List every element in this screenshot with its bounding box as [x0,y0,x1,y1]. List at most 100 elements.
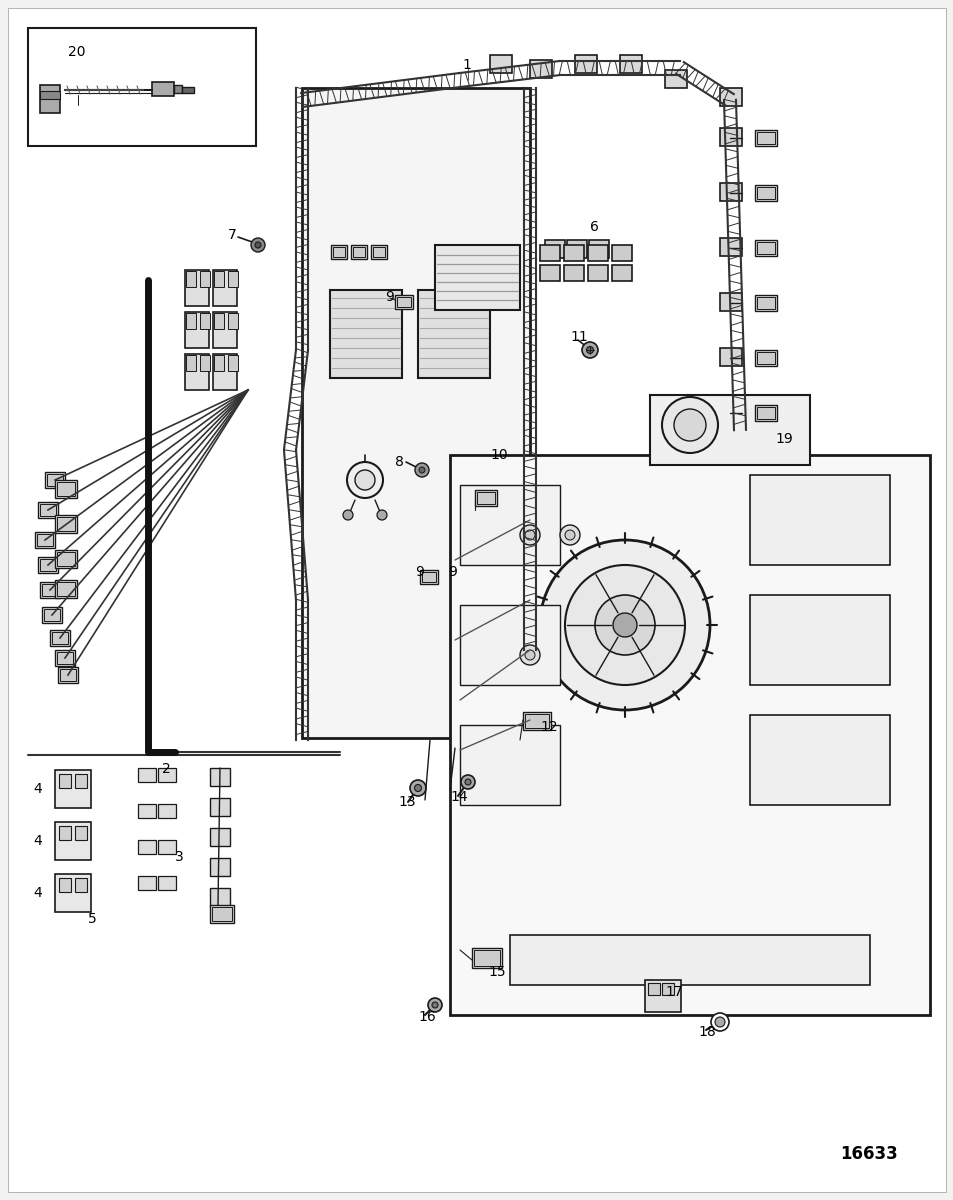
Circle shape [559,526,579,545]
Bar [353,247,365,257]
Bar [55,580,77,598]
Bar [588,240,608,258]
Bar [497,458,520,470]
Bar [649,395,809,464]
Bar [490,55,512,73]
Bar [158,804,175,818]
Bar [40,582,60,598]
Bar [60,670,76,680]
Circle shape [673,409,705,440]
Text: 20: 20 [68,44,86,59]
Circle shape [581,342,598,358]
Bar [47,474,63,486]
Bar [200,313,210,329]
Bar [754,295,776,311]
Bar [474,950,499,966]
Bar [351,245,367,259]
Circle shape [714,1018,724,1027]
Bar [210,858,230,876]
Circle shape [415,463,429,476]
Bar [720,238,741,256]
Bar [661,983,673,995]
Circle shape [410,780,426,796]
Bar [75,878,87,892]
Bar [720,182,741,200]
Circle shape [460,775,475,790]
Bar [396,296,411,307]
Bar [210,828,230,846]
Bar [182,86,193,92]
Bar [186,271,195,287]
Bar [212,907,232,922]
Circle shape [710,1013,728,1031]
Text: 18: 18 [698,1025,715,1039]
Bar [720,293,741,311]
Text: 15: 15 [488,965,505,979]
Text: 14: 14 [450,790,467,804]
Circle shape [524,530,535,540]
Ellipse shape [800,613,840,641]
Bar [200,355,210,371]
Bar [435,245,519,310]
Bar [40,85,60,113]
Text: 16633: 16633 [840,1145,897,1163]
Bar [720,348,741,366]
Bar [186,355,195,371]
Bar [28,28,255,146]
Circle shape [539,540,709,710]
Text: 11: 11 [569,330,587,344]
Bar [575,55,597,73]
Bar [59,878,71,892]
Bar [373,247,385,257]
Circle shape [432,1002,437,1008]
Text: 4: 4 [33,834,42,848]
Bar [55,822,91,860]
Bar [453,570,471,584]
Bar [57,517,75,530]
Ellipse shape [800,493,840,521]
Bar [173,85,182,92]
Circle shape [347,462,382,498]
Bar [749,715,889,805]
Bar [472,948,501,968]
Bar [228,355,237,371]
Bar [55,515,77,533]
Circle shape [418,467,424,473]
Bar [749,475,889,565]
Bar [781,442,799,454]
Bar [749,595,889,685]
Bar [664,70,686,88]
Bar [720,403,741,421]
Bar [757,442,774,454]
Bar [57,652,73,664]
Circle shape [251,238,265,252]
Bar [35,532,55,548]
Text: 13: 13 [397,794,416,809]
Bar [612,245,631,260]
Circle shape [414,785,421,792]
Text: 3: 3 [174,850,184,864]
Bar [58,667,78,683]
Bar [38,502,58,518]
Bar [210,798,230,816]
Bar [539,265,559,281]
Bar [395,295,413,308]
Text: 2: 2 [162,762,171,776]
Bar [57,552,75,566]
Text: 9: 9 [415,565,423,578]
Text: © Boats.net: © Boats.net [80,894,168,954]
Text: 4: 4 [33,886,42,900]
Text: 4: 4 [33,782,42,796]
Bar [522,712,551,730]
Bar [210,888,230,906]
Bar [213,313,224,329]
Bar [754,240,776,256]
Bar [52,632,68,644]
Text: © Boats.net: © Boats.net [480,1014,568,1074]
Text: 9: 9 [385,290,394,304]
Circle shape [343,510,353,520]
Circle shape [564,565,684,685]
Text: © Boats.net: © Boats.net [499,66,587,126]
Bar [55,480,77,498]
Ellipse shape [800,733,840,761]
